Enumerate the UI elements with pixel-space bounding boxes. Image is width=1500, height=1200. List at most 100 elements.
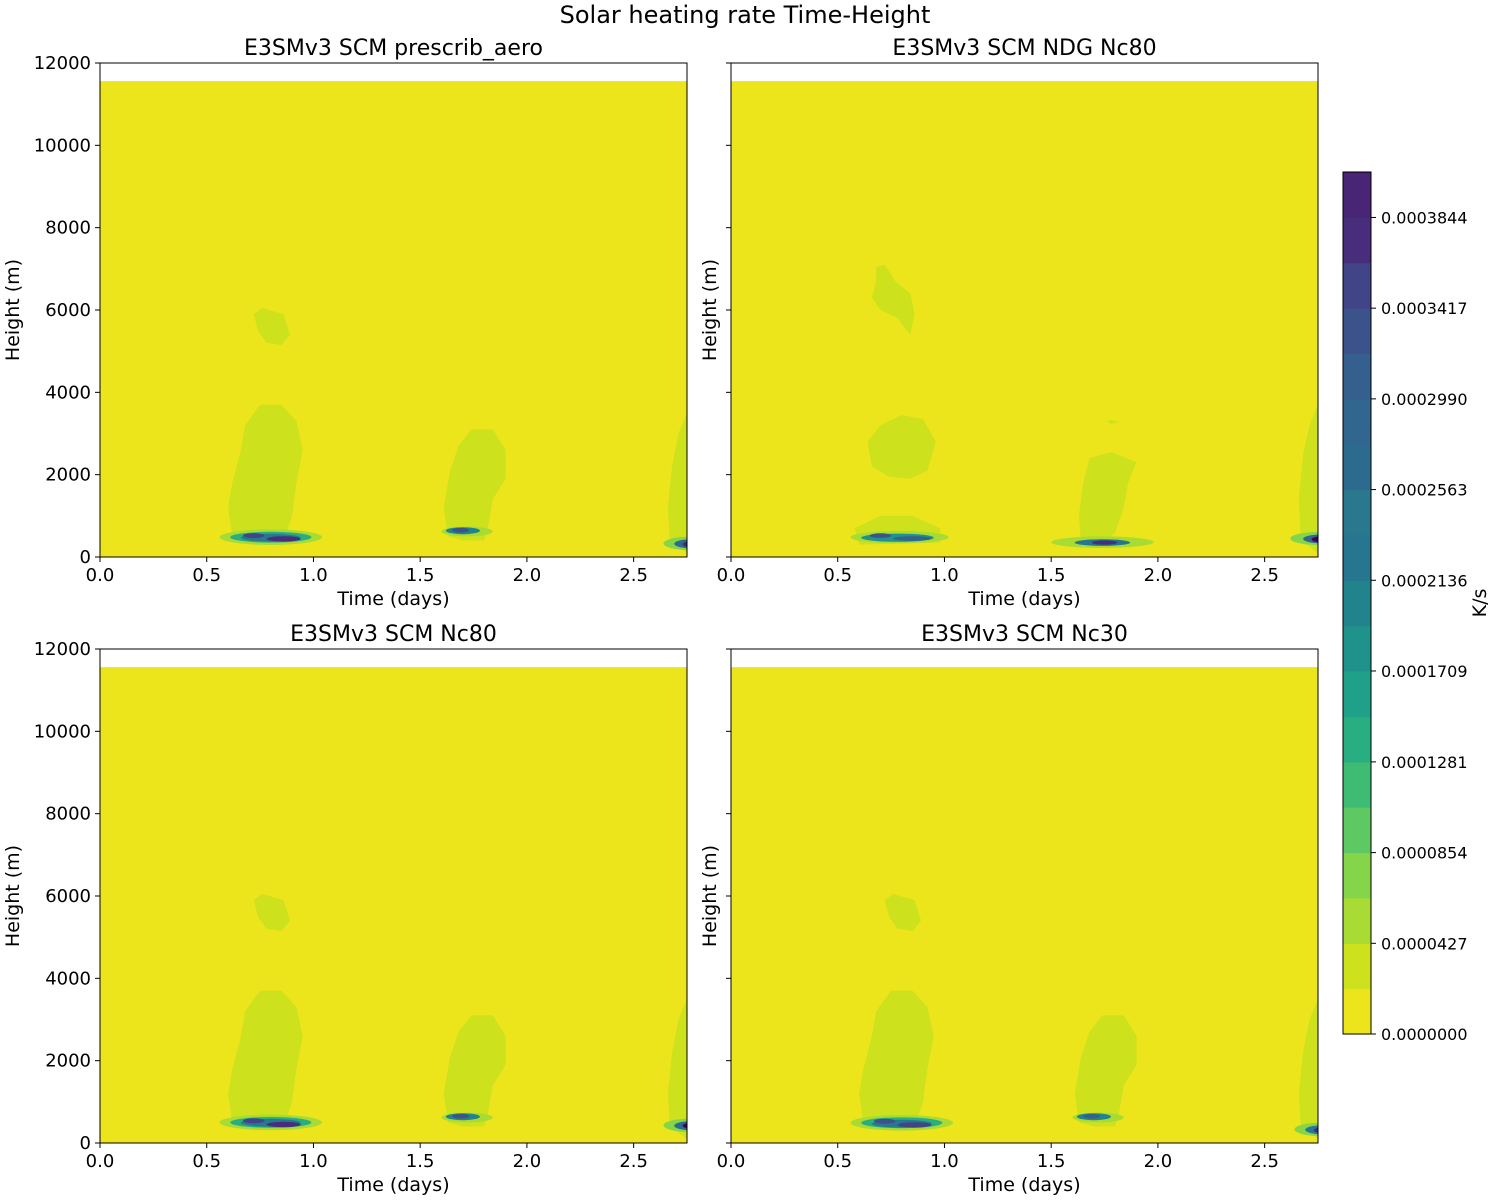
contour-region — [253, 893, 290, 931]
x-tick-label: 2.5 — [619, 1151, 648, 1172]
y-tick-label: 2000 — [45, 1051, 91, 1072]
panel-title: E3SMv3 SCM prescrib_aero — [244, 36, 543, 61]
contour-base-fill — [100, 81, 687, 557]
contour-region — [663, 1118, 687, 1132]
y-tick-label: 4000 — [45, 968, 91, 989]
colorbar-label: K/s — [1469, 589, 1491, 618]
contour-region — [682, 1123, 687, 1129]
y-tick-label: 6000 — [45, 886, 91, 907]
contour-region — [452, 1113, 470, 1119]
contour-region — [452, 527, 470, 533]
colorbar-swatch — [1343, 852, 1371, 899]
contour-region — [1311, 536, 1318, 543]
colorbar-swatch — [1343, 489, 1371, 536]
colorbar-swatch — [1343, 943, 1371, 990]
x-tick-label: 1.5 — [406, 1151, 435, 1172]
contour-region — [1298, 998, 1318, 1139]
colorbar-tick-label: 0.0000854 — [1381, 844, 1468, 863]
contour-region — [443, 429, 506, 541]
colorbar-swatch — [1343, 807, 1371, 854]
panel-title: E3SMv3 SCM Nc80 — [290, 622, 497, 647]
contour-region — [667, 998, 687, 1139]
contour-region — [228, 404, 303, 543]
contour-region — [243, 1118, 265, 1124]
contour-region — [1106, 419, 1120, 424]
contour-region — [1294, 1122, 1318, 1136]
panel-title: E3SMv3 SCM Nc30 — [921, 622, 1128, 647]
y-tick-label: 8000 — [45, 218, 91, 239]
contour-region — [897, 1122, 932, 1128]
contour-region — [1083, 1113, 1101, 1119]
colorbar-tick-label: 0.0003844 — [1381, 208, 1468, 227]
contour-region — [1078, 452, 1137, 545]
contour-field — [731, 81, 1318, 557]
panel-3: 0.0 0.5 1.0 1.5 2.0 2.5 0 2000 4000 6000 8000 10000… — [2, 622, 688, 1196]
contour-region — [1305, 1125, 1318, 1135]
x-tick-label: 0.0 — [717, 565, 746, 586]
x-tick-label: 2.5 — [1250, 565, 1279, 586]
colorbar-tick-label: 0.0001709 — [1381, 662, 1468, 681]
colorbar-swatch — [1343, 398, 1371, 445]
colorbar-swatch — [1343, 897, 1371, 944]
panel-2: 0.0 0.5 1.0 1.5 2.0 2.5 Time (days) Height (m) E… — [699, 36, 1319, 610]
colorbar-swatch — [1343, 353, 1371, 400]
x-tick-label: 1.0 — [299, 1151, 328, 1172]
contour-field — [731, 667, 1318, 1143]
y-tick-label: 0 — [80, 1133, 91, 1154]
x-axis-title: Time (days) — [336, 1174, 449, 1196]
x-tick-label: 2.5 — [1250, 1151, 1279, 1172]
x-tick-label: 2.0 — [513, 1151, 542, 1172]
contour-field — [100, 667, 687, 1143]
contour-region — [1303, 534, 1318, 544]
contour-region — [228, 990, 303, 1129]
x-tick-label: 0.0 — [86, 565, 115, 586]
panel-title: E3SMv3 SCM NDG Nc80 — [892, 36, 1156, 61]
contour-region — [1298, 404, 1318, 553]
contour-region — [266, 536, 301, 542]
panel-1: 0.0 0.5 1.0 1.5 2.0 2.5 0 2000 4000 6000 8000 10000… — [2, 36, 688, 610]
y-axis-title: Height (m) — [2, 259, 24, 361]
x-tick-label: 1.0 — [930, 565, 959, 586]
contour-region — [266, 1121, 301, 1128]
colorbar-swatch — [1343, 534, 1371, 581]
contour-region — [893, 536, 932, 541]
panel-4: 0.0 0.5 1.0 1.5 2.0 2.5 Time (days) Height (m) E… — [699, 622, 1319, 1196]
y-tick-label: 10000 — [34, 721, 91, 742]
contour-region — [253, 307, 290, 345]
colorbar-tick-label: 0.0001281 — [1381, 753, 1468, 772]
colorbar-swatch — [1343, 308, 1371, 354]
contour-region — [884, 893, 921, 931]
colorbar-swatch — [1343, 716, 1371, 763]
colorbar-swatch — [1343, 988, 1371, 1035]
x-tick-label: 2.5 — [619, 565, 648, 586]
x-tick-label: 2.0 — [1144, 1151, 1173, 1172]
contour-region — [1313, 1127, 1318, 1133]
colorbar-tick-label: 0.0000000 — [1381, 1025, 1468, 1044]
colorbar-frame — [1342, 171, 1372, 1035]
x-tick-label: 1.5 — [1037, 565, 1066, 586]
x-tick-label: 0.5 — [192, 565, 221, 586]
y-tick-label: 10000 — [34, 135, 91, 156]
colorbar: 0.0000000 0.0000427 0.0000854 0.0001281 0.00… — [1342, 171, 1491, 1044]
contour-field — [100, 81, 687, 557]
x-axis-title: Time (days) — [967, 1174, 1080, 1196]
colorbar-tick-label: 0.0002563 — [1381, 481, 1468, 500]
colorbar-tick-label: 0.0002990 — [1381, 390, 1468, 409]
y-tick-label: 6000 — [45, 300, 91, 321]
x-tick-label: 0.5 — [823, 1151, 852, 1172]
contour-region — [859, 990, 934, 1129]
y-tick-label: 8000 — [45, 804, 91, 825]
x-tick-label: 1.5 — [406, 565, 435, 586]
contour-region — [1074, 1015, 1137, 1127]
x-tick-label: 2.0 — [1144, 565, 1173, 586]
x-tick-label: 2.0 — [513, 565, 542, 586]
colorbar-swatch — [1343, 172, 1371, 219]
contour-base-fill — [100, 667, 687, 1143]
y-tick-label: 12000 — [34, 639, 91, 660]
y-tick-label: 0 — [80, 547, 91, 568]
colorbar-tick-label: 0.0003417 — [1381, 299, 1468, 318]
y-axis-title: Height (m) — [699, 259, 721, 361]
contour-region — [663, 536, 687, 550]
contour-base-fill — [731, 667, 1318, 1143]
